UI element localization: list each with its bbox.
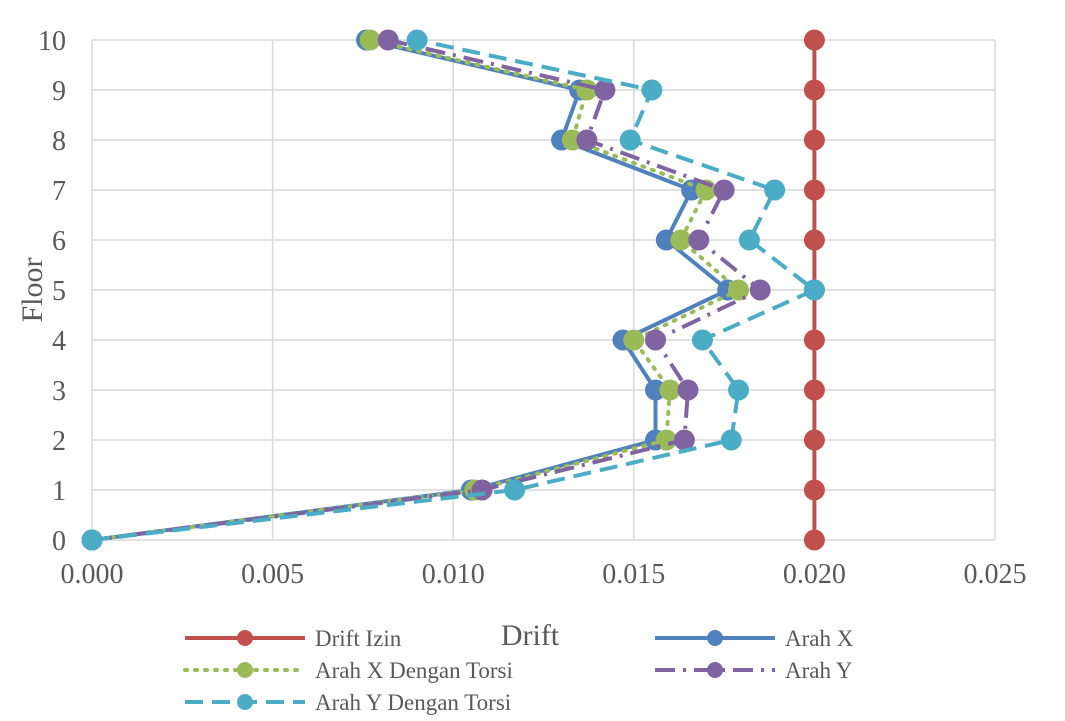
legend-marker <box>237 630 253 646</box>
data-point <box>803 79 825 101</box>
data-point <box>803 529 825 551</box>
y-tick-label: 5 <box>52 276 66 307</box>
data-point <box>359 29 381 51</box>
grid-lines <box>91 39 996 541</box>
legend-marker <box>237 662 253 678</box>
data-point <box>644 329 666 351</box>
data-point <box>803 429 825 451</box>
legend-label: Arah Y Dengan Torsi <box>315 690 511 715</box>
data-point <box>504 479 526 501</box>
data-point <box>659 379 681 401</box>
y-axis-title: Floor <box>16 257 49 322</box>
legend-marker <box>707 662 723 678</box>
data-point <box>728 279 750 301</box>
y-tick-label: 6 <box>52 226 66 257</box>
y-tick-label: 8 <box>52 126 66 157</box>
data-point <box>764 179 786 201</box>
x-axis-ticks: 0.000 0.005 0.010 0.015 0.020 0.025 <box>61 559 1027 590</box>
y-tick-label: 9 <box>52 76 66 107</box>
y-tick-label: 2 <box>52 426 66 457</box>
data-point <box>713 179 735 201</box>
legend-label: Arah X Dengan Torsi <box>315 658 513 683</box>
data-point <box>728 379 750 401</box>
y-tick-label: 4 <box>52 326 66 357</box>
legend-marker <box>707 630 723 646</box>
legend-item: Arah Y <box>655 658 853 683</box>
x-tick-label: 0.015 <box>602 559 665 590</box>
data-point <box>803 29 825 51</box>
data-point <box>655 229 677 251</box>
x-tick-label: 0.025 <box>964 559 1027 590</box>
data-point <box>81 529 103 551</box>
data-point <box>720 429 742 451</box>
data-series <box>81 29 825 551</box>
data-point <box>749 279 771 301</box>
x-axis-title: Drift <box>501 619 560 652</box>
data-point <box>655 429 677 451</box>
data-point <box>803 479 825 501</box>
data-point <box>803 229 825 251</box>
y-tick-label: 0 <box>52 526 66 557</box>
data-point <box>691 329 713 351</box>
data-point <box>677 379 699 401</box>
data-point <box>803 129 825 151</box>
data-point <box>619 129 641 151</box>
data-point <box>641 79 663 101</box>
data-point <box>673 429 695 451</box>
legend: Drift Izin Arah X Arah X Dengan Torsi Arah … <box>183 626 854 715</box>
data-point <box>803 279 825 301</box>
data-point <box>471 479 493 501</box>
data-point <box>623 329 645 351</box>
x-tick-label: 0.010 <box>422 559 485 590</box>
data-point <box>681 179 703 201</box>
legend-item: Arah X <box>655 626 854 651</box>
series-line <box>91 38 817 542</box>
y-tick-label: 1 <box>52 476 66 507</box>
data-point <box>576 129 598 151</box>
legend-label: Drift Izin <box>315 626 402 651</box>
data-point <box>738 229 760 251</box>
y-axis-ticks: 0 1 2 3 4 5 6 7 8 9 10 <box>38 26 66 557</box>
legend-label: Arah X <box>785 626 854 651</box>
y-tick-label: 3 <box>52 376 66 407</box>
data-point <box>644 379 666 401</box>
y-tick-label: 7 <box>52 176 66 207</box>
data-point <box>670 229 692 251</box>
data-point <box>803 329 825 351</box>
x-tick-label: 0.020 <box>783 559 846 590</box>
data-point <box>803 179 825 201</box>
data-point <box>803 379 825 401</box>
x-tick-label: 0.000 <box>61 559 124 590</box>
data-point <box>688 229 710 251</box>
legend-item: Drift Izin <box>185 626 402 651</box>
series-4 <box>81 29 825 551</box>
x-tick-label: 0.005 <box>241 559 304 590</box>
legend-marker <box>237 694 253 710</box>
legend-label: Arah Y <box>785 658 853 683</box>
y-tick-label: 10 <box>38 26 66 57</box>
data-point <box>406 29 428 51</box>
data-point <box>594 79 616 101</box>
legend-item: Arah Y Dengan Torsi <box>185 690 511 715</box>
legend-item: Arah X Dengan Torsi <box>183 658 513 683</box>
data-point <box>377 29 399 51</box>
data-point <box>561 129 583 151</box>
